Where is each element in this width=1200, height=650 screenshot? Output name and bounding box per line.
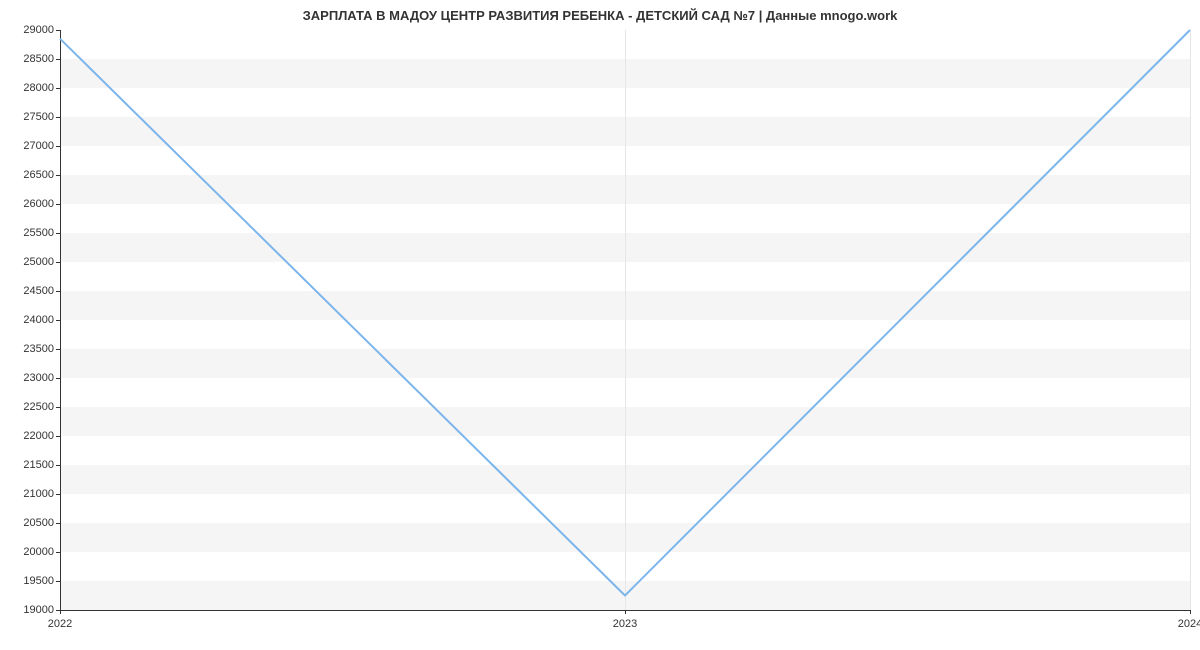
- line-layer: [60, 30, 1190, 610]
- y-tick-label: 29000: [23, 24, 60, 36]
- series-line: [60, 30, 1190, 596]
- y-tick-label: 19000: [23, 604, 60, 616]
- x-tick-label: 2023: [613, 610, 637, 630]
- y-tick-label: 19500: [23, 575, 60, 587]
- y-tick-label: 28000: [23, 82, 60, 94]
- y-tick-label: 21500: [23, 459, 60, 471]
- y-tick-label: 27000: [23, 140, 60, 152]
- y-tick-label: 26000: [23, 198, 60, 210]
- y-tick-label: 20000: [23, 546, 60, 558]
- y-tick-label: 22500: [23, 401, 60, 413]
- y-tick-label: 23500: [23, 343, 60, 355]
- y-tick-label: 20500: [23, 517, 60, 529]
- y-tick-label: 23000: [23, 372, 60, 384]
- y-tick-label: 26500: [23, 169, 60, 181]
- x-gridline: [1190, 30, 1191, 610]
- y-tick-label: 25500: [23, 227, 60, 239]
- chart-title: ЗАРПЛАТА В МАДОУ ЦЕНТР РАЗВИТИЯ РЕБЕНКА …: [0, 8, 1200, 23]
- y-tick-label: 21000: [23, 488, 60, 500]
- y-tick-label: 28500: [23, 53, 60, 65]
- y-tick-label: 25000: [23, 256, 60, 268]
- y-tick-label: 24500: [23, 285, 60, 297]
- y-tick-label: 27500: [23, 111, 60, 123]
- y-tick-label: 24000: [23, 314, 60, 326]
- plot-area: 2022202320241900019500200002050021000215…: [60, 30, 1190, 610]
- y-tick-label: 22000: [23, 430, 60, 442]
- x-tick-label: 2024: [1178, 610, 1200, 630]
- x-axis-line: [60, 610, 1190, 611]
